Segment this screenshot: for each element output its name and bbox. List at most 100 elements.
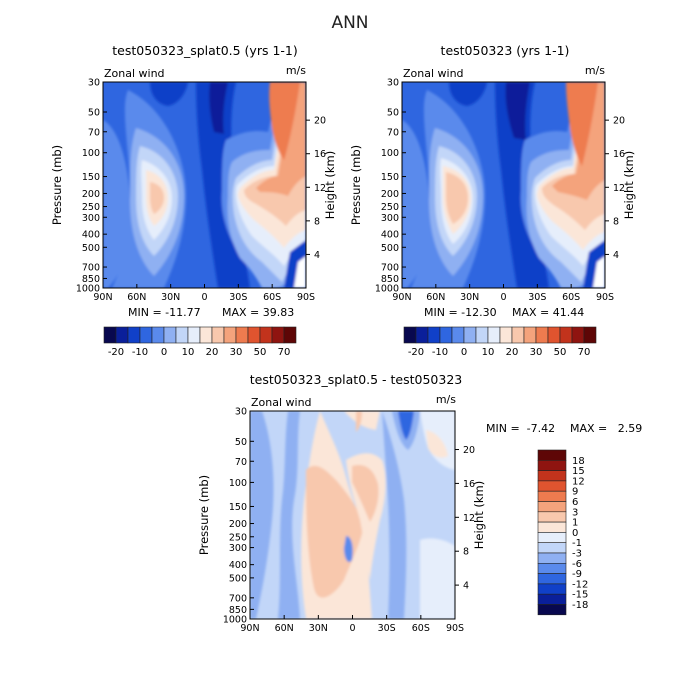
colorbar: -20 -10 0 10 20 30 50 70 — [403, 326, 597, 358]
colorbar-swatch — [175, 326, 189, 344]
colorbar-swatch — [537, 470, 567, 482]
right-tick-label: 20 — [314, 116, 326, 127]
colorbar-label: 70 — [578, 347, 591, 358]
x-tick-label: 90N — [93, 292, 112, 303]
colorbar-label: 12 — [572, 476, 585, 487]
max-value: MAX = 39.83 — [222, 306, 294, 319]
y-tick-label: 500 — [82, 243, 100, 254]
colorbar-label: -15 — [572, 590, 588, 601]
x-tick-label: 30N — [161, 292, 180, 303]
colorbar-swatch — [199, 326, 213, 344]
x-tick-label: 0 — [201, 292, 207, 303]
colorbar-swatch — [211, 326, 225, 344]
y-tick-label: 300 — [229, 543, 247, 554]
units-label: m/s — [286, 64, 306, 77]
colorbar-swatch — [463, 326, 477, 344]
colorbar-label: -20 — [408, 347, 424, 358]
y-tick-label: 250 — [229, 532, 247, 543]
colorbar-label: 10 — [182, 347, 195, 358]
contour-field — [103, 82, 306, 288]
x-tick-label: 30S — [229, 292, 247, 303]
colorbar-label: -6 — [572, 559, 582, 570]
colorbar-swatch — [537, 459, 567, 471]
x-tick-label: 30N — [460, 292, 479, 303]
colorbar-swatch — [537, 490, 567, 502]
colorbar-swatch — [475, 326, 489, 344]
colorbar-label: 30 — [230, 347, 243, 358]
colorbar-label: 18 — [572, 456, 585, 467]
right-tick-label: 4 — [463, 581, 469, 592]
colorbar-swatch — [537, 552, 567, 564]
colorbar-swatch — [427, 326, 441, 344]
right-tick-label: 16 — [463, 479, 475, 490]
figure-title: ANN — [331, 13, 368, 33]
right-axis-label: Height (km) — [622, 151, 636, 220]
colorbar-label: 30 — [530, 347, 543, 358]
colorbar-swatch — [559, 326, 573, 344]
colorbar-swatch — [127, 326, 141, 344]
y-tick-label: 300 — [381, 213, 399, 224]
y-tick-label: 1000 — [76, 284, 100, 295]
colorbar-swatch — [537, 480, 567, 492]
y-tick-label: 150 — [381, 172, 399, 183]
y-tick-label: 400 — [381, 230, 399, 241]
panel-top-right: test050323 (yrs 1-1) Zonal wind m/s — [349, 43, 636, 358]
colorbar-swatch — [547, 326, 561, 344]
colorbar-swatch — [283, 326, 297, 344]
colorbar-label: 50 — [554, 347, 567, 358]
colorbar-swatch — [537, 593, 567, 605]
colorbar-swatch — [537, 604, 567, 616]
colorbar-label: 9 — [572, 487, 578, 498]
colorbar-label: -9 — [572, 569, 582, 580]
colorbar-swatch — [511, 326, 525, 344]
right-tick-label: 8 — [613, 216, 619, 227]
colorbar-label: 50 — [254, 347, 267, 358]
right-axis-label: Height (km) — [472, 481, 486, 550]
right-tick-label: 4 — [314, 250, 320, 261]
variable-label: Zonal wind — [104, 67, 165, 80]
x-tick-label: 0 — [349, 623, 355, 634]
y-tick-label: 100 — [381, 148, 399, 159]
colorbar: -20 -10 0 10 20 30 50 70 — [103, 326, 297, 358]
right-tick-label: 12 — [463, 513, 475, 524]
colorbar-label: 0 — [572, 528, 578, 539]
min-value: MIN = -11.77 — [128, 306, 201, 319]
right-tick-label: 20 — [613, 116, 625, 127]
x-tick-label: 90N — [392, 292, 411, 303]
right-tick-label: 16 — [613, 149, 625, 160]
colorbar-swatch — [537, 532, 567, 544]
x-tick-label: 60S — [562, 292, 580, 303]
colorbar-label: 70 — [278, 347, 291, 358]
y-axis-label: Pressure (mb) — [349, 145, 363, 225]
y-tick-label: 400 — [229, 560, 247, 571]
x-tick-label: 60S — [263, 292, 281, 303]
y-tick-label: 30 — [387, 78, 399, 89]
colorbar-swatch — [403, 326, 417, 344]
colorbar-label: -18 — [572, 600, 588, 611]
colorbar-swatch — [583, 326, 597, 344]
colorbar-swatch — [537, 511, 567, 523]
x-tick-label: 60N — [426, 292, 445, 303]
colorbar-label: 6 — [572, 497, 578, 508]
axes: 305070100150200250300400500700850100090N… — [349, 78, 636, 304]
colorbar-swatch — [537, 573, 567, 585]
y-tick-label: 50 — [235, 437, 247, 448]
colorbar-label: 15 — [572, 466, 585, 477]
x-tick-label: 30N — [309, 623, 328, 634]
panel-bottom-difference: test050323_splat0.5 - test050323 Zonal w… — [197, 372, 642, 634]
x-tick-label: 30S — [378, 623, 396, 634]
colorbar-swatch — [247, 326, 261, 344]
colorbar-label: 20 — [506, 347, 519, 358]
y-tick-label: 700 — [82, 263, 100, 274]
colorbar-swatch — [537, 501, 567, 513]
x-tick-label: 60S — [412, 623, 430, 634]
colorbar-swatch — [115, 326, 129, 344]
colorbar-swatch — [499, 326, 513, 344]
right-tick-label: 16 — [314, 149, 326, 160]
min-value: MIN = -7.42 — [486, 422, 555, 435]
colorbar-label: 0 — [461, 347, 467, 358]
y-tick-label: 500 — [229, 573, 247, 584]
colorbar-label: -20 — [108, 347, 124, 358]
colorbar-swatch — [259, 326, 273, 344]
